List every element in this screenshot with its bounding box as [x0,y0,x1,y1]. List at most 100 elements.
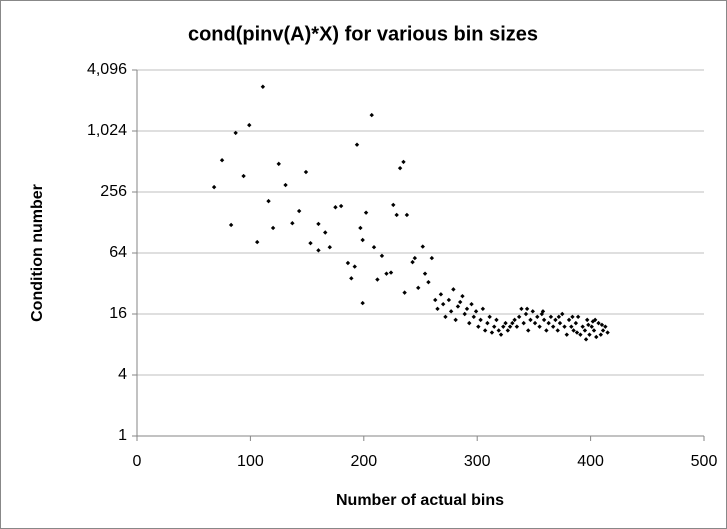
point [557,320,563,326]
point [480,306,486,312]
point [433,297,438,303]
point [569,324,574,329]
y-tick-label: 256 [100,183,127,200]
point [503,320,508,326]
point [371,245,377,250]
point [233,130,238,136]
point [453,317,458,323]
point [580,324,585,329]
point [435,306,440,312]
point [410,259,415,265]
point [455,304,461,309]
chart-title: cond(pinv(A)*X) for various bin sizes [188,23,538,45]
point [412,255,418,261]
point [448,309,454,314]
x-tick-label: 100 [237,453,264,470]
point [544,328,549,333]
point [498,332,504,337]
point [360,300,365,306]
point [388,270,394,275]
point [510,320,515,326]
point [397,165,403,171]
point [535,314,540,320]
point [560,311,565,317]
point [575,314,581,320]
point [451,287,456,292]
point [492,324,497,329]
point [519,306,524,312]
x-tick-label: 300 [464,453,491,470]
x-tick-label: 0 [133,453,142,470]
point [482,328,488,333]
point [526,328,531,333]
point [566,317,572,323]
point [211,184,217,190]
point [571,328,576,333]
point [587,332,592,337]
point [422,271,428,276]
y-tick-label: 4,096 [87,61,127,78]
point [548,314,554,320]
point [276,161,281,167]
point [564,332,569,337]
point [303,169,309,175]
point [440,301,446,307]
point [512,317,517,323]
point [333,205,338,210]
point [574,330,580,335]
point [467,320,472,326]
point [505,328,511,333]
point [358,225,363,231]
point [352,264,357,269]
point [489,330,495,335]
point [404,212,410,218]
point [316,221,321,227]
point [594,334,599,340]
point [255,239,260,245]
point [296,208,302,214]
x-tick-label: 500 [691,453,718,470]
point [507,324,513,329]
point [524,306,530,312]
point [379,253,385,259]
y-tick-label: 16 [109,305,127,322]
point [496,328,501,333]
point [266,198,271,204]
point [349,276,354,281]
point [438,292,444,297]
point [323,230,328,235]
y-axis-label: Condition number [29,184,46,322]
point [578,332,583,337]
point [596,320,601,326]
point [391,202,396,208]
point [546,320,551,326]
point [478,317,483,323]
point [592,317,598,323]
point [473,309,479,314]
point [555,328,560,333]
point [584,317,590,323]
point [375,277,380,282]
point [443,314,448,320]
y-tick-label: 1,024 [87,122,127,139]
point [523,311,529,317]
point [514,324,520,329]
point [354,142,360,147]
point [416,285,421,291]
point [420,244,425,249]
point [605,330,610,335]
point [241,173,246,179]
point [556,314,562,320]
point [219,158,225,163]
point [603,324,608,329]
point [316,248,321,253]
point [583,337,589,342]
point [537,324,542,329]
y-tick-label: 1 [118,427,127,444]
point [462,311,467,317]
point [471,314,476,320]
x-tick-label: 400 [577,453,604,470]
point [270,225,276,231]
